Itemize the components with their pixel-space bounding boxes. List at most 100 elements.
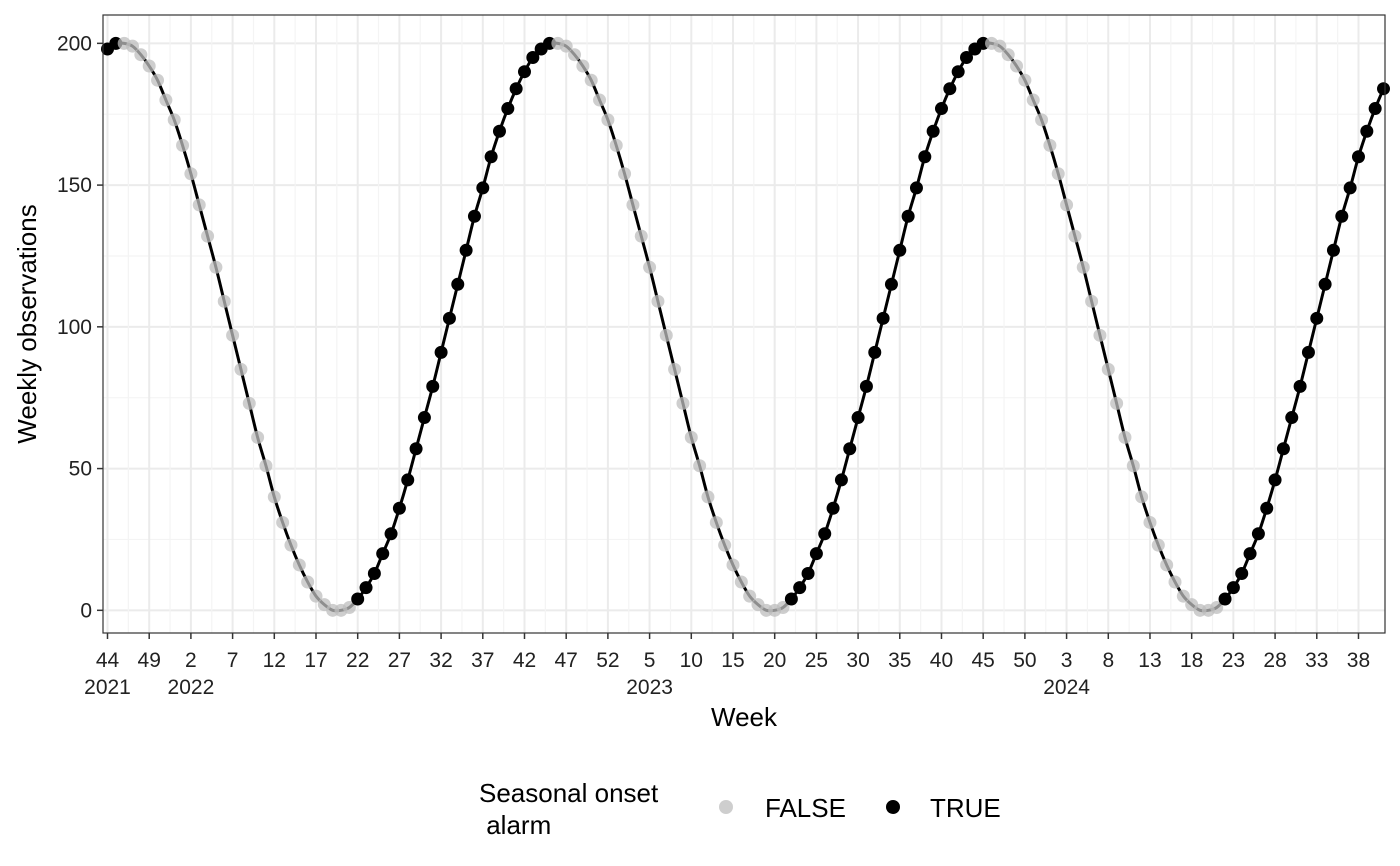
x-tick-label: 2 — [185, 649, 197, 672]
x-tick-label: 10 — [680, 649, 703, 672]
data-point-alarm-false — [709, 515, 723, 529]
x-tick-label: 8 — [1102, 649, 1114, 672]
data-point-alarm-false — [668, 362, 682, 376]
x-tick-label: 30 — [846, 649, 869, 672]
x-tick-label: 42 — [513, 649, 536, 672]
legend-key-false — [719, 800, 733, 814]
data-point-alarm-true — [1368, 102, 1382, 116]
data-point-alarm-true — [843, 442, 857, 456]
data-point-alarm-false — [1068, 229, 1082, 243]
data-point-alarm-false — [1151, 538, 1165, 552]
legend-key-true — [886, 800, 900, 814]
data-point-alarm-true — [926, 124, 940, 138]
legend-title-line-1: Seasonal onset — [479, 778, 659, 808]
data-point-alarm-false — [643, 260, 657, 274]
x-tick-label: 7 — [227, 649, 239, 672]
data-point-alarm-true — [1235, 566, 1249, 580]
x-tick-label: 37 — [471, 649, 494, 672]
x-tick-label: 52 — [596, 649, 619, 672]
x-axis: 44 49 2 7 12 17 22 27 32 37 42 47 52 5 10 15 20 25 30 35 40 4… — [84, 633, 1370, 699]
x-tick-label: 35 — [888, 649, 911, 672]
x-tick-label: 18 — [1180, 649, 1203, 672]
data-point-alarm-false — [1160, 558, 1174, 572]
data-point-alarm-false — [1085, 294, 1099, 308]
x-tick-label: 3 — [1061, 649, 1073, 672]
legend-label-true: TRUE — [930, 793, 1001, 823]
data-point-alarm-false — [1135, 490, 1149, 504]
data-point-alarm-true — [876, 311, 890, 325]
data-point-alarm-true — [376, 547, 390, 561]
data-point-alarm-true — [509, 82, 523, 96]
data-point-alarm-false — [217, 294, 231, 308]
x-tick-label: 49 — [138, 649, 161, 672]
grid-lines — [103, 15, 1385, 633]
data-point-alarm-false — [1018, 73, 1032, 87]
data-point-alarm-false — [167, 113, 181, 127]
data-point-alarm-false — [676, 396, 690, 410]
data-point-alarm-true — [384, 527, 398, 541]
data-point-alarm-false — [568, 48, 582, 62]
y-tick-label: 0 — [80, 599, 92, 622]
data-point-alarm-false — [576, 59, 590, 73]
data-point-alarm-true — [909, 181, 923, 195]
data-point-alarm-false — [151, 73, 165, 87]
data-point-alarm-true — [1343, 181, 1357, 195]
x-tick-label: 15 — [721, 649, 744, 672]
data-point-alarm-true — [1310, 311, 1324, 325]
data-point-alarm-false — [1168, 575, 1182, 589]
y-tick-label: 100 — [57, 316, 92, 339]
data-point-alarm-true — [1335, 209, 1349, 223]
data-point-alarm-false — [159, 93, 173, 107]
data-point-alarm-true — [884, 277, 898, 291]
y-axis-title: Weekly observations — [12, 204, 42, 443]
x-tick-label: 44 — [96, 649, 120, 672]
data-point-alarm-true — [1218, 592, 1232, 606]
data-point-alarm-false — [601, 113, 615, 127]
data-point-alarm-false — [301, 575, 315, 589]
data-point-alarm-true — [1326, 243, 1340, 257]
data-point-alarm-true — [1360, 124, 1374, 138]
data-point-alarm-true — [359, 581, 373, 595]
data-point-alarm-true — [451, 277, 465, 291]
data-point-alarm-false — [634, 229, 648, 243]
data-point-alarm-false — [1076, 260, 1090, 274]
data-point-alarm-false — [309, 589, 323, 603]
data-point-alarm-false — [226, 328, 240, 342]
x-tick-label: 23 — [1222, 649, 1245, 672]
data-point-alarm-true — [1251, 527, 1265, 541]
x-tick-label: 40 — [930, 649, 953, 672]
x-tick-label: 5 — [644, 649, 656, 672]
data-point-alarm-false — [267, 490, 281, 504]
data-point-alarm-true — [517, 65, 531, 79]
legend-title-line-2: alarm — [479, 810, 551, 840]
x-tick-label: 28 — [1263, 649, 1286, 672]
data-point-alarm-true — [818, 527, 832, 541]
x-year-label: 2022 — [168, 676, 215, 699]
data-point-alarm-true — [943, 82, 957, 96]
data-point-alarm-true — [1301, 345, 1315, 359]
x-year-label: 2021 — [84, 676, 131, 699]
data-point-alarm-true — [367, 566, 381, 580]
y-tick-label: 150 — [57, 174, 92, 197]
data-point-alarm-false — [251, 430, 265, 444]
data-point-alarm-false — [342, 600, 356, 614]
data-point-alarm-false — [276, 515, 290, 529]
x-tick-label: 50 — [1013, 649, 1036, 672]
data-point-alarm-true — [951, 65, 965, 79]
x-tick-label: 27 — [388, 649, 411, 672]
data-point-alarm-true — [859, 379, 873, 393]
x-year-label: 2023 — [626, 676, 673, 699]
x-tick-label: 13 — [1138, 649, 1161, 672]
data-point-alarm-false — [242, 396, 256, 410]
data-point-alarm-true — [401, 473, 415, 487]
panel-border — [102, 14, 1386, 634]
data-point-alarm-true — [1318, 277, 1332, 291]
data-point-alarm-true — [1243, 547, 1257, 561]
data-point-alarm-false — [1093, 328, 1107, 342]
data-point-alarm-true — [1226, 581, 1240, 595]
data-point-alarm-true — [459, 243, 473, 257]
data-point-alarm-true — [901, 209, 915, 223]
data-point-alarm-true — [351, 592, 365, 606]
data-point-alarm-false — [1010, 59, 1024, 73]
